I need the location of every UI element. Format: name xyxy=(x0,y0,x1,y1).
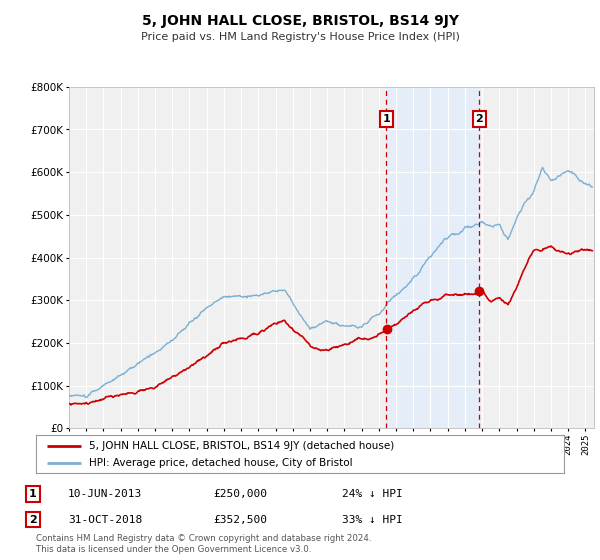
Bar xyxy=(386,87,479,428)
Text: 24% ↓ HPI: 24% ↓ HPI xyxy=(341,489,403,499)
Text: 10-JUN-2013: 10-JUN-2013 xyxy=(68,489,142,499)
Text: Price paid vs. HM Land Registry's House Price Index (HPI): Price paid vs. HM Land Registry's House … xyxy=(140,32,460,42)
Text: 2: 2 xyxy=(475,114,483,124)
Text: 5, JOHN HALL CLOSE, BRISTOL, BS14 9JY (detached house): 5, JOHN HALL CLOSE, BRISTOL, BS14 9JY (d… xyxy=(89,441,394,451)
Text: £250,000: £250,000 xyxy=(213,489,267,499)
Text: 33% ↓ HPI: 33% ↓ HPI xyxy=(341,515,403,525)
Text: 5, JOHN HALL CLOSE, BRISTOL, BS14 9JY: 5, JOHN HALL CLOSE, BRISTOL, BS14 9JY xyxy=(142,14,458,28)
Text: Contains HM Land Registry data © Crown copyright and database right 2024.: Contains HM Land Registry data © Crown c… xyxy=(36,534,371,543)
Text: This data is licensed under the Open Government Licence v3.0.: This data is licensed under the Open Gov… xyxy=(36,545,311,554)
Text: 1: 1 xyxy=(383,114,390,124)
Text: 31-OCT-2018: 31-OCT-2018 xyxy=(68,515,142,525)
Text: £352,500: £352,500 xyxy=(213,515,267,525)
Text: HPI: Average price, detached house, City of Bristol: HPI: Average price, detached house, City… xyxy=(89,458,352,468)
Text: 1: 1 xyxy=(29,489,37,499)
Text: 2: 2 xyxy=(29,515,37,525)
